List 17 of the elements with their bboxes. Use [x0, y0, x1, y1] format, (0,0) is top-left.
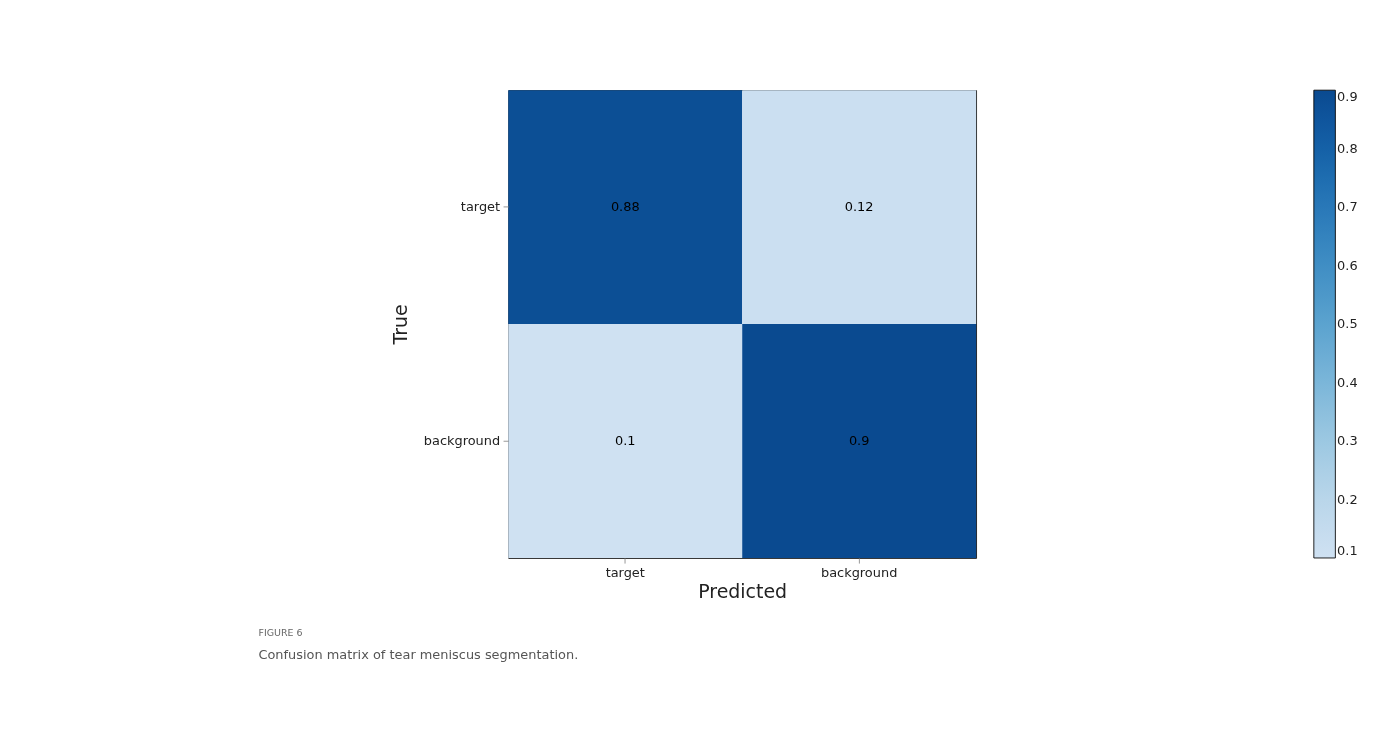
color-bar-label: 0.8: [1337, 140, 1358, 156]
color-bar-label: 0.5: [1337, 316, 1358, 332]
x-axis-title: Predicted: [698, 580, 788, 603]
data-label: 0.9: [848, 433, 870, 449]
color-bar-label: 0.9: [1337, 88, 1358, 104]
data-label: 0.12: [844, 199, 874, 215]
data-label: 0.88: [610, 199, 640, 215]
color-bar-label: 0.3: [1337, 433, 1358, 449]
color-bar-label: 0.4: [1337, 374, 1358, 390]
color-bar-label: 0.1: [1337, 543, 1358, 559]
color-bar-label: 0.6: [1337, 257, 1358, 273]
data-label: 0.1: [614, 433, 636, 449]
text: Confusion matrix of tear meniscus segmentation.: [258, 646, 579, 662]
y-axis-title: True: [389, 304, 412, 346]
color-bar-label: 0.2: [1337, 491, 1358, 507]
caption: FIGURE 6: [258, 626, 303, 638]
color-bar-label: 0.7: [1337, 199, 1358, 215]
